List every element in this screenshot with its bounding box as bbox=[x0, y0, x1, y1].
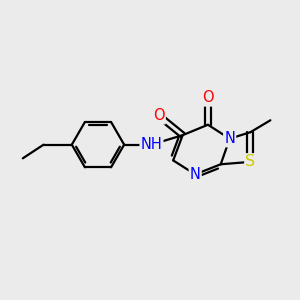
Text: S: S bbox=[245, 154, 256, 169]
Text: O: O bbox=[153, 108, 165, 123]
Text: N: N bbox=[190, 167, 201, 182]
Text: O: O bbox=[202, 91, 214, 106]
Text: NH: NH bbox=[141, 137, 162, 152]
Text: N: N bbox=[224, 131, 235, 146]
